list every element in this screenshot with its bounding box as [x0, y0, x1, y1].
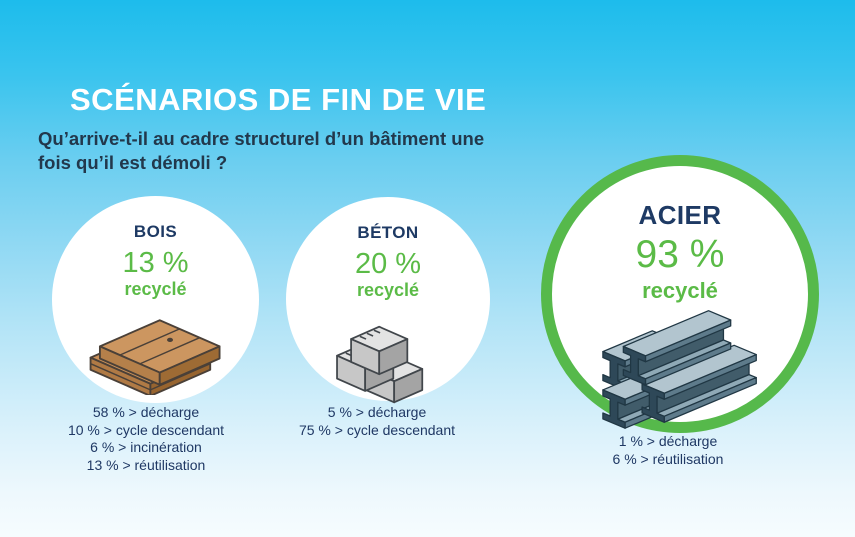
material-percent-beton: 20 % [354, 247, 422, 280]
material-percent-bois: 13 % [122, 246, 189, 279]
material-name-bois: BOIS [133, 222, 178, 241]
breakdown-line: 5 % > décharge [327, 404, 427, 420]
breakdown-line: 13 % > réutilisation [86, 456, 206, 473]
material-circle-bois: BOIS 13 % recyclé [52, 196, 259, 403]
material-percent-acier: 93 % [635, 232, 725, 276]
concrete-blocks-icon [330, 310, 446, 405]
material-recycled-label-acier: recyclé [642, 277, 718, 303]
breakdown-line: 58 % > décharge [92, 404, 200, 420]
breakdown-line: 6 % > incinération [90, 439, 202, 455]
wood-planks-icon [81, 309, 231, 395]
breakdown-list-acier: 1 % > décharge 6 % > réutilisation [548, 433, 788, 468]
material-circle-acier: ACIER 93 % recyclé [541, 155, 819, 433]
material-recycled-label-beton: recyclé [356, 280, 420, 301]
page-subtitle: Qu’arrive-t-il au cadre structurel d’un … [38, 128, 485, 173]
breakdown-line: 75 % > cycle descendant [298, 421, 456, 438]
breakdown-list-beton: 5 % > décharge 75 % > cycle descendant [257, 404, 497, 439]
steel-beams-icon [601, 309, 759, 430]
breakdown-list-bois: 58 % > décharge 10 % > cycle descendant … [26, 404, 266, 474]
breakdown-line: 6 % > réutilisation [612, 450, 724, 467]
page-title: SCÉNARIOS DE FIN DE VIE [70, 82, 487, 117]
material-circle-beton: BÉTON 20 % recyclé [286, 197, 490, 404]
material-name-acier: ACIER [638, 200, 722, 230]
material-recycled-label-bois: recyclé [124, 279, 187, 300]
material-name-beton: BÉTON [357, 223, 419, 242]
breakdown-line: 10 % > cycle descendant [67, 421, 225, 438]
breakdown-line: 1 % > décharge [618, 433, 718, 449]
